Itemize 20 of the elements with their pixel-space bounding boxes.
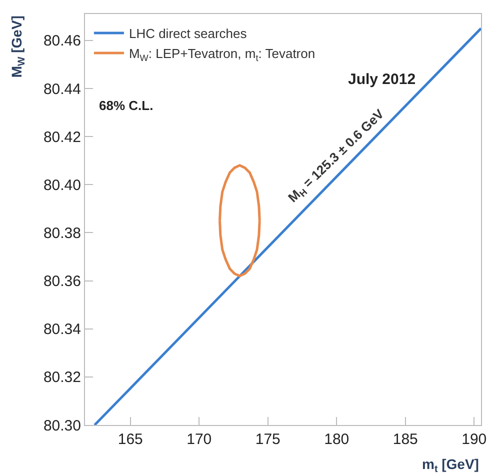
x-tick-label: 170 — [186, 431, 212, 448]
y-tick-label: 80.34 — [43, 321, 81, 338]
y-tick-label: 80.42 — [43, 128, 81, 146]
x-tick-label: 175 — [255, 431, 280, 448]
legend-label: LHC direct searches — [128, 26, 248, 42]
x-tick-label: 190 — [462, 431, 487, 448]
x-tick-label: 165 — [118, 431, 143, 448]
legend-label: M$_{W}$: LEP+Tevatron, m$_{t}$: Tevatron — [128, 46, 316, 63]
x-axis-title: m$_{t}$ [GeV] — [422, 456, 479, 473]
annotation: 68% C.L. — [99, 98, 154, 113]
y-tick-label: 80.46 — [43, 32, 81, 50]
y-tick-label: 80.44 — [43, 80, 81, 98]
y-tick-label: 80.32 — [43, 369, 81, 386]
y-tick-label: 80.30 — [43, 417, 81, 434]
y-tick-label: 80.40 — [43, 176, 81, 194]
annotation: July 2012 — [348, 71, 416, 88]
y-tick-label: 80.38 — [43, 224, 81, 242]
y-tick-label: 80.36 — [43, 273, 81, 290]
x-tick-label: 185 — [392, 431, 418, 448]
x-tick-label: 180 — [324, 431, 350, 448]
